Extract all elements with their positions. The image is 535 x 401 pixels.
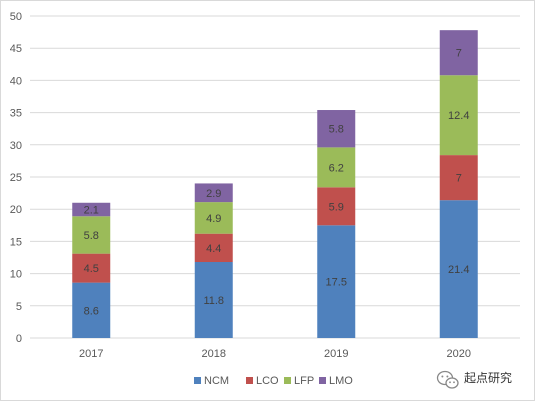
legend-label-lco: LCO xyxy=(256,375,279,387)
y-tick-label: 40 xyxy=(10,75,22,87)
data-label-lfp: 4.9 xyxy=(206,213,221,225)
legend-label-lmo: LMO xyxy=(329,375,353,387)
y-tick-label: 50 xyxy=(10,11,22,23)
x-tick-label: 2020 xyxy=(447,348,471,360)
legend-swatch-lfp xyxy=(284,377,291,384)
legend: NCM LCO LFP LMO xyxy=(194,375,353,387)
legend-swatch-ncm xyxy=(194,377,201,384)
x-tick-label: 2019 xyxy=(324,348,348,360)
data-label-lco: 5.9 xyxy=(329,201,344,213)
y-tick-label: 0 xyxy=(16,333,22,345)
legend-label-ncm: NCM xyxy=(204,375,229,387)
y-tick-label: 20 xyxy=(10,204,22,216)
legend-swatch-lco xyxy=(246,377,253,384)
y-tick-label: 35 xyxy=(10,108,22,120)
watermark-text: 起点研究 xyxy=(464,370,512,385)
legend-label-lfp: LFP xyxy=(294,375,314,387)
y-tick-label: 25 xyxy=(10,172,22,184)
data-label-ncm: 17.5 xyxy=(326,277,347,289)
data-label-lco: 7 xyxy=(456,173,462,185)
x-tick-label: 2018 xyxy=(202,348,226,360)
data-label-lco: 4.4 xyxy=(206,243,221,255)
y-tick-label: 15 xyxy=(10,236,22,248)
wechat-icon xyxy=(438,372,459,389)
x-axis: 2017 2018 2019 2020 xyxy=(79,348,471,360)
data-label-lmo: 2.9 xyxy=(206,188,221,200)
y-axis: 0 5 10 15 20 25 30 35 40 45 50 xyxy=(10,11,22,345)
data-label-lfp: 6.2 xyxy=(329,162,344,174)
y-tick-label: 10 xyxy=(10,269,22,281)
data-label-lmo: 5.8 xyxy=(329,124,344,136)
data-label-lmo: 7 xyxy=(456,48,462,60)
data-label-lmo: 2.1 xyxy=(84,205,99,217)
data-label-lco: 4.5 xyxy=(84,263,99,275)
data-label-lfp: 5.8 xyxy=(84,230,99,242)
data-label-ncm: 8.6 xyxy=(84,305,99,317)
watermark: 起点研究 xyxy=(438,370,513,388)
data-label-ncm: 21.4 xyxy=(448,264,469,276)
y-tick-label: 5 xyxy=(16,301,22,313)
y-tick-label: 45 xyxy=(10,43,22,55)
legend-swatch-lmo xyxy=(319,377,326,384)
data-label-ncm: 11.8 xyxy=(203,295,224,307)
x-tick-label: 2017 xyxy=(79,348,103,360)
data-label-lfp: 12.4 xyxy=(448,110,469,122)
y-tick-label: 30 xyxy=(10,140,22,152)
bars: 8.6 4.5 5.8 2.1 11.8 4.4 4.9 2.9 17.5 5.9 6.2 5.8 21… xyxy=(72,30,478,338)
